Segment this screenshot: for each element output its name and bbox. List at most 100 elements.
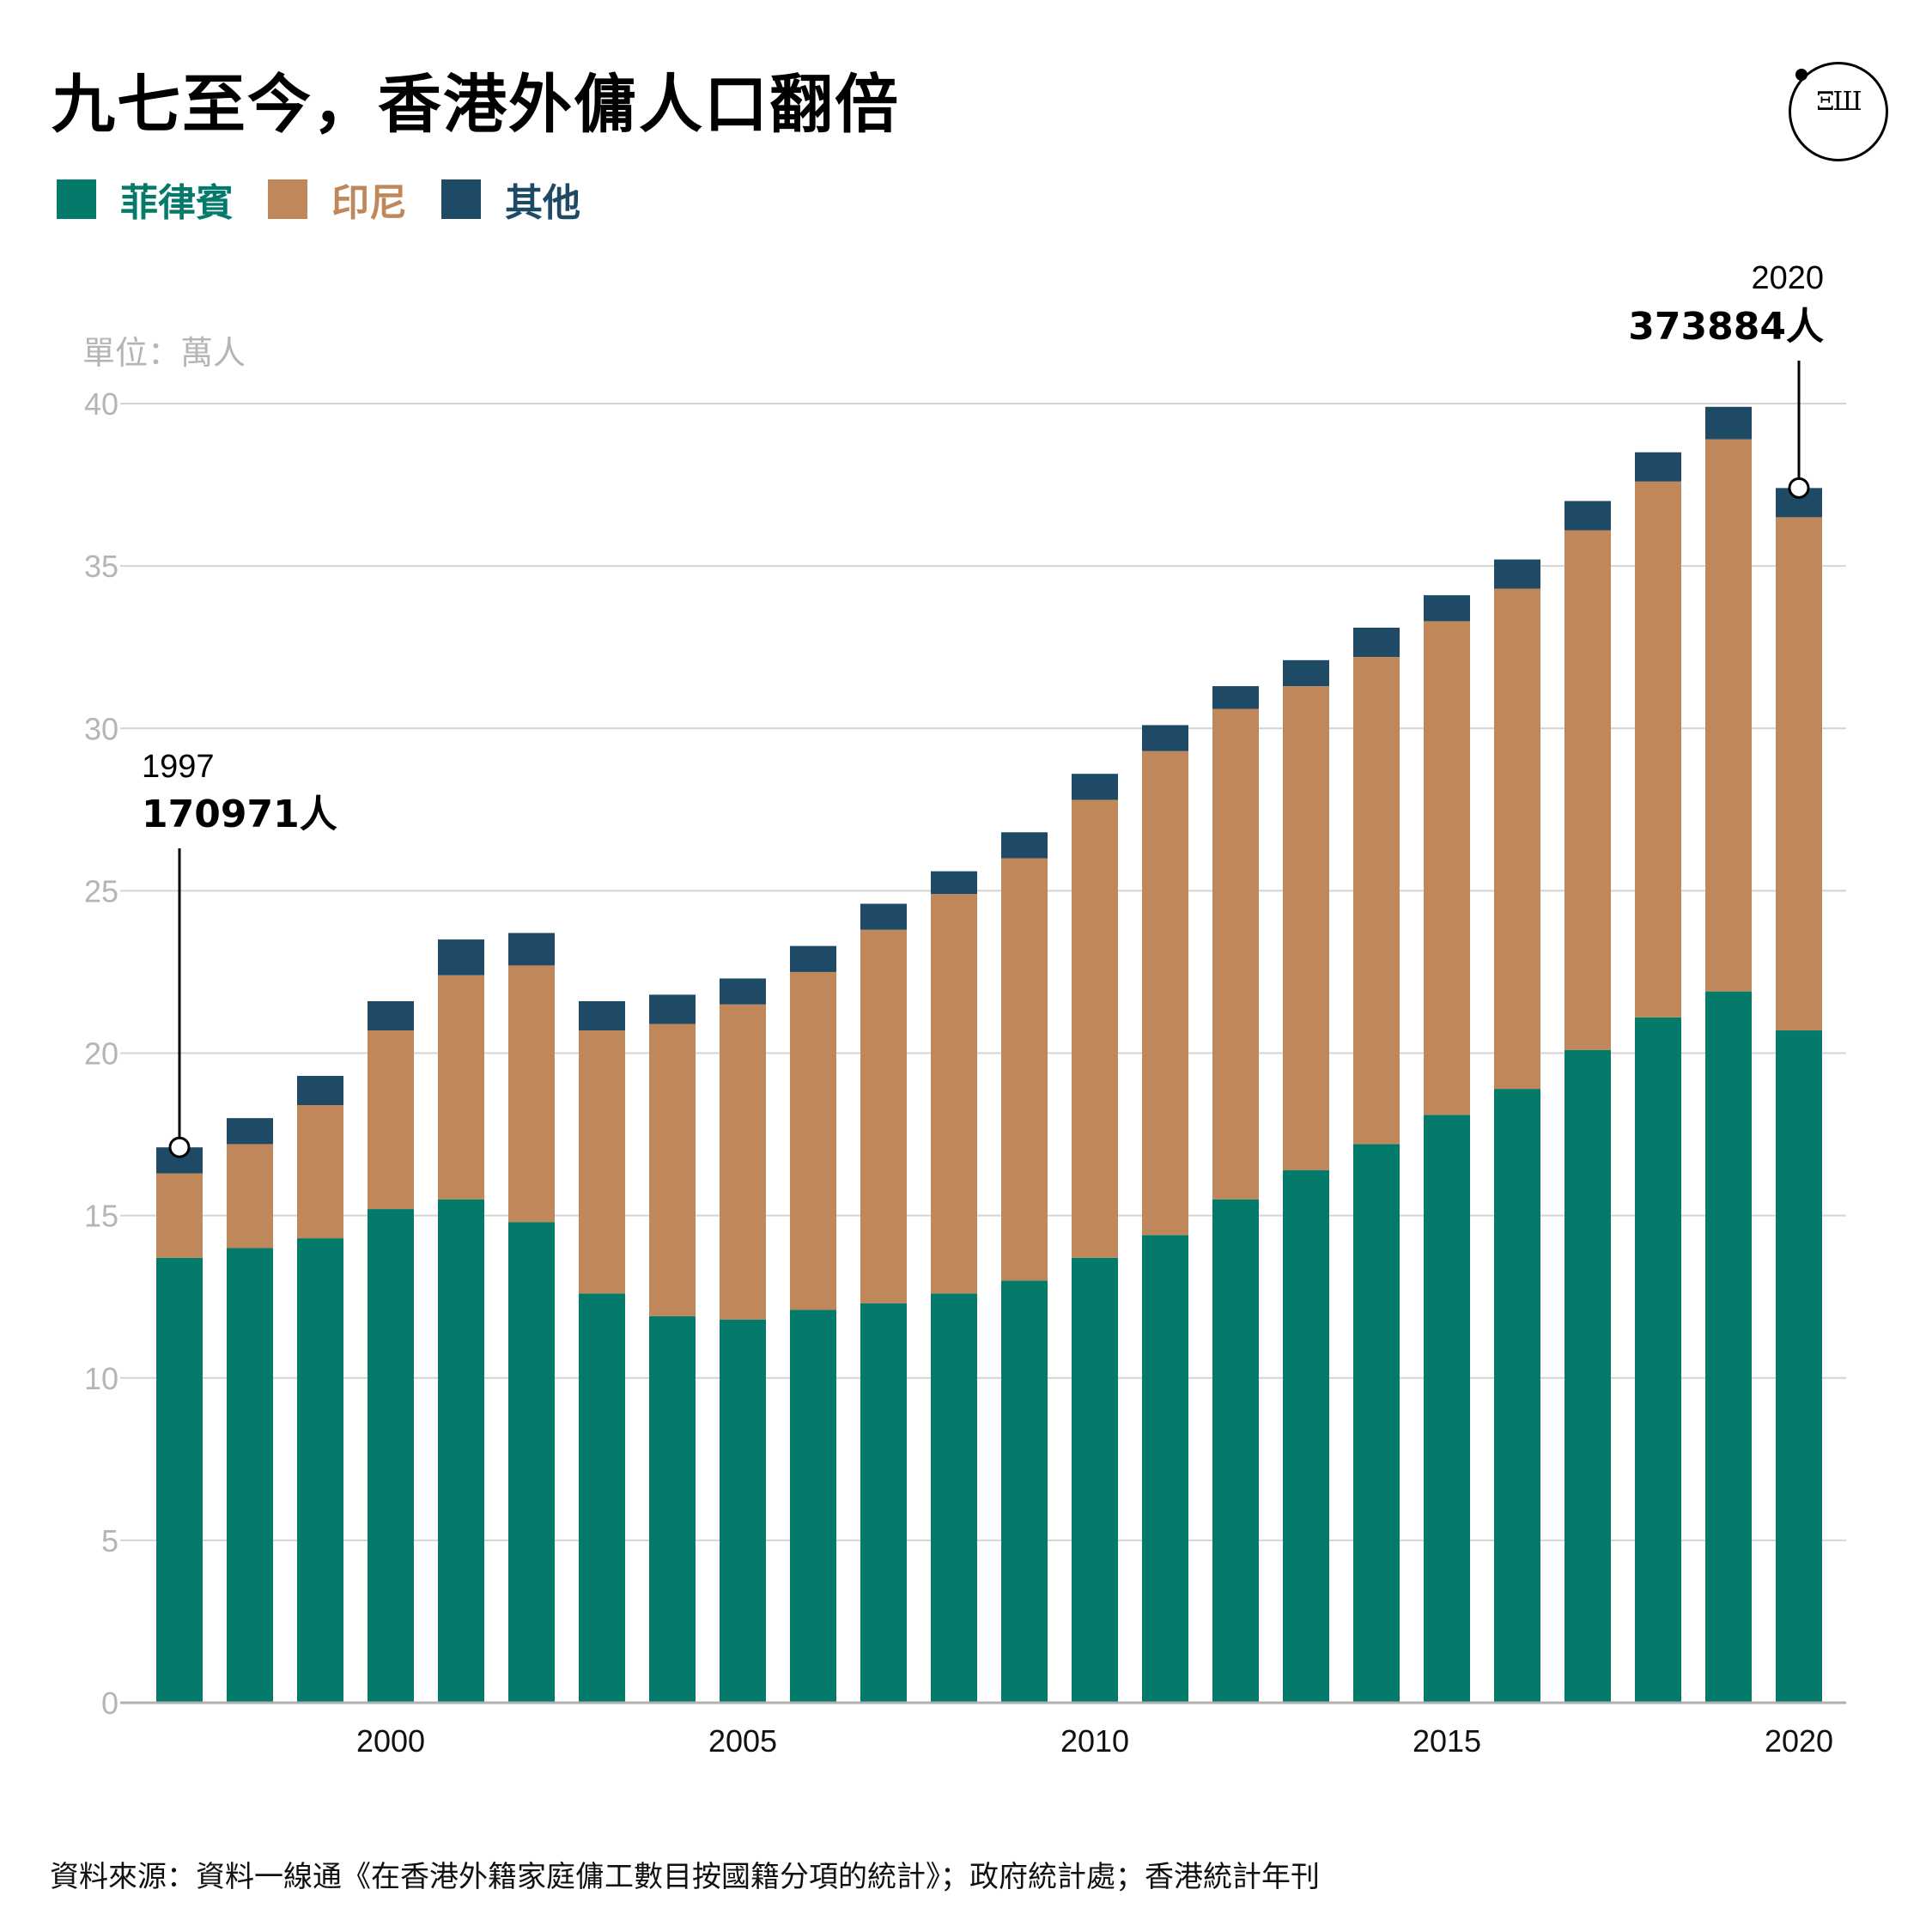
bar-segment	[368, 1209, 414, 1703]
legend-swatch-philippines	[57, 179, 96, 219]
bar-segment	[1001, 858, 1048, 1281]
bar-segment	[1353, 1144, 1400, 1703]
bar-segment	[1353, 657, 1400, 1145]
bar-segment	[1212, 708, 1259, 1200]
bar-segment	[649, 1024, 696, 1316]
bar-segment	[1072, 799, 1118, 1258]
y-tick-label: 25	[84, 873, 118, 908]
bar-segment	[1776, 517, 1822, 1031]
bar-segment	[1072, 774, 1118, 800]
bar-segment	[156, 1173, 203, 1258]
chart-title: 九七至今，香港外傭人口翻倍	[52, 68, 900, 142]
legend-label-others: 其他	[505, 181, 580, 225]
annotation-year: 1997	[142, 749, 215, 785]
bar-segment	[579, 1030, 625, 1294]
legend: 菲律賓 印尼 其他	[57, 172, 615, 227]
x-tick-label: 2005	[708, 1723, 777, 1759]
bar-segment	[1142, 750, 1188, 1236]
y-tick-label: 20	[84, 1036, 118, 1072]
bar-segment	[1705, 991, 1752, 1703]
y-tick-label: 5	[101, 1523, 118, 1558]
bar-segment	[438, 1199, 484, 1703]
bar-segment	[297, 1075, 343, 1106]
bar-segment	[508, 933, 555, 966]
bar-segment	[579, 1000, 625, 1031]
y-tick-label: 40	[84, 386, 118, 422]
bar-segment	[227, 1118, 273, 1145]
bar-segment	[1564, 1049, 1611, 1703]
bar-segment	[1424, 621, 1470, 1115]
bar-segment	[579, 1293, 625, 1703]
bar-segment	[1142, 725, 1188, 751]
bar-segment	[720, 978, 766, 1005]
bar-segment	[1494, 559, 1540, 589]
bar-segment	[1564, 530, 1611, 1050]
bar-segment	[1776, 1030, 1822, 1703]
bar-segment	[1635, 481, 1681, 1018]
y-tick-label: 15	[84, 1199, 118, 1234]
bar-segment	[790, 1309, 836, 1703]
annotation-value: 373884人	[1628, 305, 1824, 349]
bar-segment	[790, 945, 836, 972]
bar-segment	[1635, 452, 1681, 482]
initium-logo-icon[interactable]: ΞШ	[1789, 62, 1888, 161]
x-tick-label: 2015	[1413, 1723, 1481, 1759]
annotation-year: 2020	[1751, 260, 1824, 296]
bar-segment	[1142, 1235, 1188, 1703]
y-tick-label: 30	[84, 711, 118, 746]
legend-swatch-indonesia	[268, 179, 307, 219]
bar-segment	[1353, 627, 1400, 658]
unit-label: 單位：萬人	[82, 334, 246, 372]
bar-segment	[156, 1257, 203, 1703]
bar-segment	[1424, 595, 1470, 622]
bar-segment	[1424, 1115, 1470, 1703]
x-tick-label: 2020	[1765, 1723, 1833, 1759]
bar-segment	[1564, 501, 1611, 531]
bar-segment	[1001, 1280, 1048, 1703]
legend-item-others: 其他	[441, 172, 580, 227]
bar-segment	[649, 1315, 696, 1703]
legend-label-philippines: 菲律賓	[120, 181, 234, 225]
bar-segment	[1283, 1170, 1329, 1703]
bar-segment	[931, 1293, 977, 1703]
bar-segment	[1494, 588, 1540, 1090]
bar-segment	[860, 929, 907, 1303]
legend-item-indonesia: 印尼	[268, 172, 407, 227]
bar-segment	[790, 971, 836, 1310]
y-tick-label: 10	[84, 1361, 118, 1396]
legend-swatch-others	[441, 179, 481, 219]
annotation-value: 170971人	[142, 793, 337, 836]
source-note: 資料來源：資料一線通《在香港外籍家庭傭工數目按國籍分項的統計》；政府統計處；香港…	[50, 1860, 1320, 1894]
annotation-marker	[1788, 477, 1810, 499]
bar-segment	[860, 903, 907, 930]
bar-segment	[649, 994, 696, 1024]
bar-segment	[508, 1222, 555, 1703]
bar-segment	[720, 1319, 766, 1703]
x-tick-label: 2000	[356, 1723, 425, 1759]
legend-label-indonesia: 印尼	[331, 181, 407, 225]
bar-segment	[1494, 1089, 1540, 1703]
bar-segment	[1001, 832, 1048, 859]
bar-segment	[1283, 686, 1329, 1170]
y-tick-label: 0	[101, 1686, 118, 1721]
bar-segment	[1212, 1199, 1259, 1703]
bar-segment	[1072, 1257, 1118, 1703]
x-tick-label: 2010	[1060, 1723, 1129, 1759]
bar-segment	[860, 1303, 907, 1703]
bar-segment	[1635, 1017, 1681, 1703]
y-tick-label: 35	[84, 549, 118, 584]
bar-segment	[931, 894, 977, 1294]
bar-segment	[1705, 406, 1752, 440]
legend-item-philippines: 菲律賓	[57, 172, 234, 227]
bar-segment	[297, 1105, 343, 1239]
annotation-marker	[168, 1136, 191, 1158]
bar-segment	[438, 975, 484, 1200]
bar-segment	[931, 871, 977, 895]
logo-dot	[1795, 69, 1807, 81]
logo-text: ΞШ	[1816, 87, 1862, 117]
bar-segment	[227, 1144, 273, 1249]
bar-segment	[368, 1030, 414, 1210]
bar-segment	[1705, 439, 1752, 992]
bar-segment	[508, 965, 555, 1223]
